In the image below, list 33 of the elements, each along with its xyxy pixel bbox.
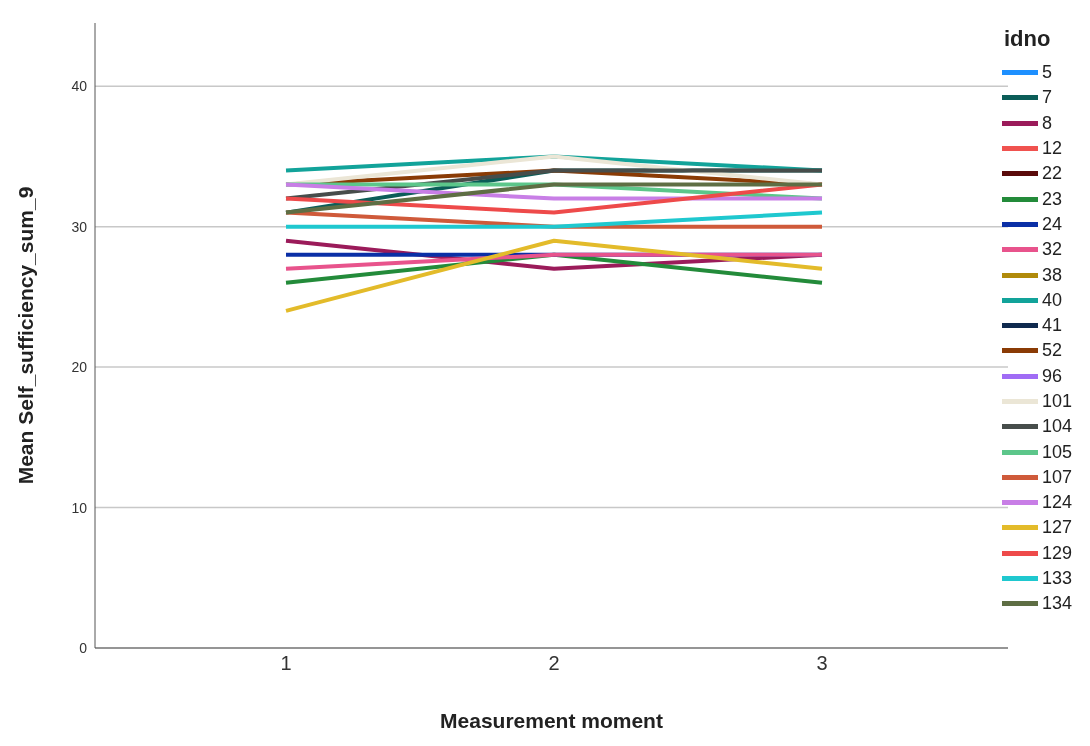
x-tick-label: 3 (816, 652, 828, 675)
x-tick-label: 1 (280, 652, 292, 675)
legend-label: 104 (1042, 416, 1073, 438)
legend-label: 5 (1042, 62, 1053, 84)
y-tick-label: 30 (71, 218, 88, 235)
y-tick-label: 10 (71, 499, 88, 516)
y-tick-label: 40 (71, 78, 88, 95)
legend-label: 52 (1042, 340, 1063, 362)
legend-label: 8 (1042, 112, 1053, 134)
legend-label: 12 (1042, 138, 1063, 160)
legend-label: 38 (1042, 264, 1063, 286)
legend-label: 105 (1042, 441, 1073, 463)
legend-label: 22 (1042, 163, 1063, 185)
x-axis-title: Measurement moment (440, 709, 663, 732)
y-tick-label: 20 (71, 359, 88, 376)
legend-label: 101 (1042, 391, 1073, 412)
legend-label: 129 (1042, 542, 1073, 564)
y-axis-title: Mean Self_sufficiency_sum_9 (14, 186, 38, 485)
legend-label: 127 (1042, 517, 1073, 539)
legend-label: 41 (1042, 315, 1063, 337)
legend-label: 7 (1042, 87, 1053, 109)
y-tick-label: 0 (79, 639, 88, 656)
legend-label: 107 (1042, 466, 1073, 488)
legend-label: 23 (1042, 188, 1063, 210)
x-tick-label: 2 (548, 652, 560, 675)
legend-title: idno (1003, 26, 1052, 52)
legend-label: 96 (1042, 365, 1063, 387)
legend-label: 32 (1042, 239, 1063, 261)
legend-label: 133 (1042, 568, 1073, 590)
legend-label: 134 (1042, 593, 1073, 615)
legend-label: 124 (1042, 492, 1073, 514)
legend-label: 24 (1042, 213, 1063, 235)
legend-label: 40 (1042, 289, 1063, 311)
